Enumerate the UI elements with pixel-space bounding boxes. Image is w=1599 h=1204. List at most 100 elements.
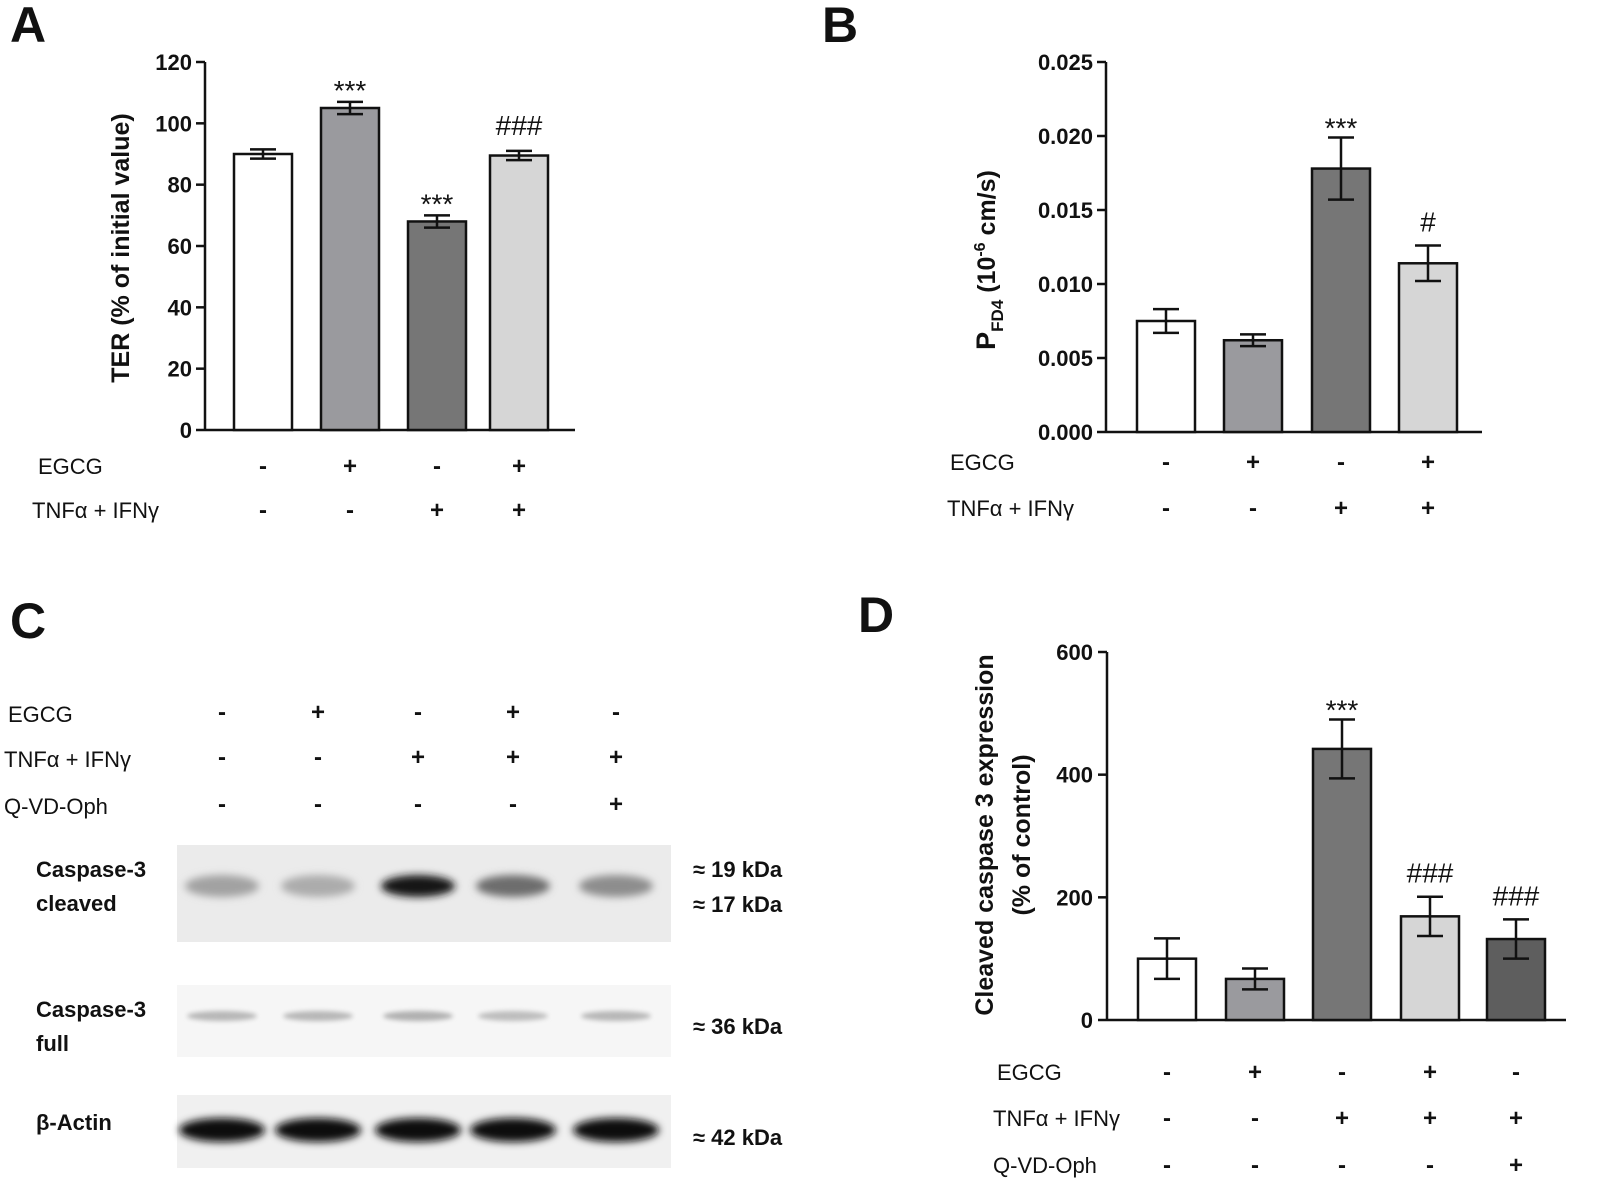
wb-condition-sign: - xyxy=(314,744,322,771)
chart-a-condition-sign: - xyxy=(433,453,441,480)
wb-band xyxy=(381,875,455,897)
chart-a-bar xyxy=(488,154,550,432)
chart-a-ytick-label: 60 xyxy=(168,234,192,259)
panel-letter-d: D xyxy=(858,587,894,643)
chart-d: Cleaved caspase 3 expression (% of contr… xyxy=(971,640,1566,1179)
chart-b-cond-label-tnf: TNFα + IFNγ xyxy=(947,496,1074,521)
chart-d-condition-sign: - xyxy=(1512,1059,1520,1086)
chart-d-cond-label-egcg: EGCG xyxy=(997,1060,1062,1085)
chart-a-bar xyxy=(406,220,468,432)
chart-b-marks: 0.000 0.005 0.010 0.015 0.020 0.025 *** # - + - + - -… xyxy=(1038,50,1482,522)
chart-a-ytick-label: 0 xyxy=(180,418,192,443)
chart-b-ylabel: PFD4 (10-6 cm/s) xyxy=(971,170,1007,350)
wb-condition-sign: - xyxy=(414,699,422,726)
chart-a-ylabel: TER (% of initial value) xyxy=(107,113,135,382)
wb-condition-signs: - + - + - - - + + + - - - - + xyxy=(218,699,623,818)
wb-condition-sign: - xyxy=(509,791,517,818)
chart-a-ytick-label: 100 xyxy=(155,111,192,136)
chart-a-condition-sign: + xyxy=(512,497,526,524)
chart-a-cond-label-egcg: EGCG xyxy=(38,454,103,479)
chart-b-condition-sign: + xyxy=(1421,495,1435,522)
chart-d-ytick-label: 0 xyxy=(1081,1008,1093,1033)
chart-b-cond-label-egcg: EGCG xyxy=(950,450,1015,475)
chart-d-significance-label: *** xyxy=(1326,694,1359,725)
chart-a-condition-sign: - xyxy=(259,497,267,524)
chart-b-significance-label: *** xyxy=(1325,112,1358,143)
wb-condition-sign: + xyxy=(506,744,520,771)
wb-condition-sign: + xyxy=(411,744,425,771)
wb-label-actin: β-Actin xyxy=(36,1110,112,1135)
chart-d-marks: 0 200 400 600 *** ### ### - + - + - - - + + + - - - - + xyxy=(1056,640,1566,1179)
wb-band xyxy=(275,1118,361,1142)
wb-cond-label-tnf: TNFα + IFNγ xyxy=(4,747,131,772)
chart-b-bar xyxy=(1310,167,1372,434)
chart-d-condition-sign: + xyxy=(1509,1105,1523,1132)
chart-b-significance-label: # xyxy=(1420,207,1436,238)
wb-label-cleaved-2: cleaved xyxy=(36,891,117,916)
chart-d-condition-sign: - xyxy=(1338,1152,1346,1179)
chart-b-condition-sign: + xyxy=(1421,449,1435,476)
chart-a-bar xyxy=(319,106,381,432)
blot-strip-full xyxy=(177,985,671,1057)
wb-cond-label-qvd: Q-VD-Oph xyxy=(4,794,108,819)
chart-b-bar xyxy=(1397,262,1459,434)
chart-a-significance-label: ### xyxy=(496,110,543,141)
chart-d-condition-sign: - xyxy=(1163,1059,1171,1086)
chart-d-ytick-label: 400 xyxy=(1056,763,1093,788)
wb-kda-19: ≈ 19 kDa xyxy=(693,857,783,882)
chart-d-condition-sign: - xyxy=(1163,1105,1171,1132)
chart-b-ylabel-unit-sup: -6 xyxy=(972,242,989,256)
chart-b-bar xyxy=(1135,319,1197,434)
chart-a-cond-label-tnf: TNFα + IFNγ xyxy=(32,498,159,523)
chart-d-condition-sign: + xyxy=(1248,1059,1262,1086)
wb-cond-label-egcg: EGCG xyxy=(8,702,73,727)
chart-b-ytick-label: 0.000 xyxy=(1038,420,1093,445)
chart-b-condition-sign: - xyxy=(1249,495,1257,522)
wb-label-full-1: Caspase-3 xyxy=(36,997,146,1022)
wb-band xyxy=(470,1118,556,1142)
wb-label-full-2: full xyxy=(36,1031,69,1056)
chart-d-condition-sign: - xyxy=(1163,1152,1171,1179)
wb-band xyxy=(185,875,259,897)
wb-band xyxy=(581,1011,651,1021)
chart-d-bar xyxy=(1311,747,1373,1022)
chart-d-significance-label: ### xyxy=(1493,880,1540,911)
wb-band xyxy=(478,1011,548,1021)
chart-b-condition-sign: + xyxy=(1334,495,1348,522)
chart-d-cond-label-qvd: Q-VD-Oph xyxy=(993,1153,1097,1178)
chart-d-condition-sign: - xyxy=(1338,1059,1346,1086)
wb-condition-sign: - xyxy=(314,791,322,818)
wb-condition-sign: + xyxy=(506,699,520,726)
wb-band xyxy=(579,875,653,897)
chart-a-condition-sign: + xyxy=(512,453,526,480)
wb-kda-36: ≈ 36 kDa xyxy=(693,1014,783,1039)
chart-b-ytick-label: 0.005 xyxy=(1038,346,1093,371)
chart-b-bar xyxy=(1222,338,1284,434)
chart-d-condition-sign: + xyxy=(1335,1105,1349,1132)
chart-d-condition-sign: - xyxy=(1426,1152,1434,1179)
chart-a: TER (% of initial value) 0 20 40 60 80 100 120… xyxy=(32,50,575,524)
wb-band xyxy=(375,1118,461,1142)
chart-d-ytick-label: 200 xyxy=(1056,885,1093,910)
chart-a-condition-sign: + xyxy=(343,453,357,480)
wb-band xyxy=(573,1118,659,1142)
wb-condition-sign: - xyxy=(218,791,226,818)
wb-kda-17: ≈ 17 kDa xyxy=(693,892,783,917)
panel-letter-c: C xyxy=(10,593,46,649)
chart-a-bar xyxy=(232,152,294,432)
chart-b-ylabel-main: P xyxy=(971,332,1001,350)
wb-band xyxy=(187,1011,257,1021)
chart-a-condition-sign: - xyxy=(259,453,267,480)
chart-b: PFD4 (10-6 cm/s) 0.0000.0050.0100.0150.0… xyxy=(947,50,1482,522)
chart-a-ytick-label: 80 xyxy=(168,173,192,198)
chart-b-ytick-label: 0.010 xyxy=(1038,272,1093,297)
chart-d-condition-sign: + xyxy=(1423,1105,1437,1132)
chart-d-condition-sign: - xyxy=(1251,1152,1259,1179)
chart-b-condition-sign: - xyxy=(1162,495,1170,522)
wb-condition-sign: - xyxy=(218,744,226,771)
chart-a-ytick-label: 20 xyxy=(168,357,192,382)
chart-b-ytick-label: 0.015 xyxy=(1038,198,1093,223)
chart-a-marks: 0 20 40 60 80 100 120 *** *** ### - + - + - - + + xyxy=(155,50,575,524)
chart-a-ytick-label: 40 xyxy=(168,295,192,320)
